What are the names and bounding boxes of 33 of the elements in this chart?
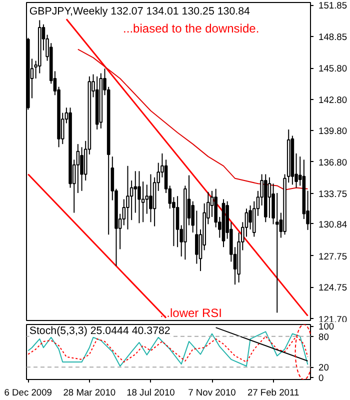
y-tick-label: 139.80 (318, 126, 348, 136)
candlestick (176, 196, 180, 248)
x-tick-label: 7 Nov 2010 (188, 388, 236, 398)
chart-title: GBPJPY,Weekly 132.07 134.01 130.25 130.84 (29, 6, 250, 18)
y-tick-label: 0 (318, 372, 324, 383)
x-tick-label: 18 Jul 2010 (126, 388, 175, 398)
annotation: ...lower RSI (160, 306, 222, 320)
candlestick (141, 181, 145, 223)
candlestick (126, 165, 130, 230)
y-tick-label: 136.80 (318, 157, 348, 168)
candlestick (138, 170, 141, 224)
y-tick-label: 151.85 (318, 0, 348, 11)
y-tick-label: 100 (318, 322, 334, 332)
y-tick-label: 130.84 (318, 219, 348, 230)
y-tick-label: 133.75 (318, 189, 348, 200)
chart-title: Stoch(5,3,3) 25.0444 40.3782 (29, 325, 170, 338)
y-tick-label: 80 (318, 332, 329, 342)
y-tick-label: 142.80 (318, 94, 348, 105)
y-tick-label: 124.75 (318, 282, 348, 293)
x-tick-label: 27 Feb 2011 (247, 388, 300, 398)
y-tick-label: 20 (318, 362, 329, 373)
y-tick-label: 127.75 (318, 251, 348, 262)
annotation: ...biased to the downside. (123, 22, 260, 36)
candlestick (130, 180, 134, 221)
x-tick-label: 28 Mar 2010 (63, 388, 116, 398)
y-tick-label: 148.85 (318, 32, 348, 42)
candlestick (76, 144, 80, 194)
candlestick (80, 146, 84, 192)
x-tick-label: 6 Dec 2009 (4, 388, 52, 398)
candlestick (268, 176, 272, 218)
y-tick-label: 145.80 (318, 64, 348, 74)
line-series (77, 48, 308, 190)
candlestick (149, 174, 152, 223)
